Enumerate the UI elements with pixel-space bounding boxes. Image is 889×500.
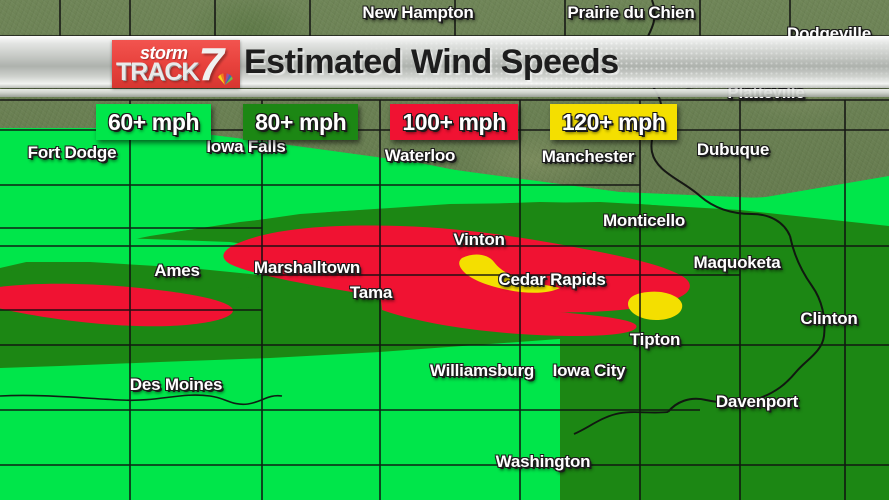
storm-track-7-logo: storm TRACK 7 [112,40,240,88]
wind-speed-legend: 60+ mph 80+ mph 100+ mph 120+ mph [96,104,678,140]
legend-item: 60+ mph [96,104,212,140]
logo-track-text: TRACK [116,58,199,86]
legend-item-label: 60+ mph [108,108,200,135]
nbc-peacock-icon [218,73,233,85]
logo-seven-text: 7 [198,40,224,88]
page-title: Estimated Wind Speeds [244,42,619,81]
wind-region-120mph-tipton [628,291,683,320]
legend-item: 100+ mph [390,104,518,140]
legend-item-label: 100+ mph [402,108,506,135]
wind-region-120mph-cedar-rapids [459,254,560,293]
legend-item-label: 80+ mph [255,108,347,135]
legend-item: 120+ mph [549,104,678,140]
wind-region-100mph-west [0,283,233,327]
banner-dot-pattern [329,36,889,88]
banner-underline [0,89,889,97]
wind-region-100mph-tipton-lobe [380,292,637,336]
legend-item-label: 120+ mph [561,108,666,135]
legend-item: 80+ mph [243,104,359,140]
logo-storm-text: storm [140,43,188,63]
wind-region-100mph-main [223,225,690,313]
